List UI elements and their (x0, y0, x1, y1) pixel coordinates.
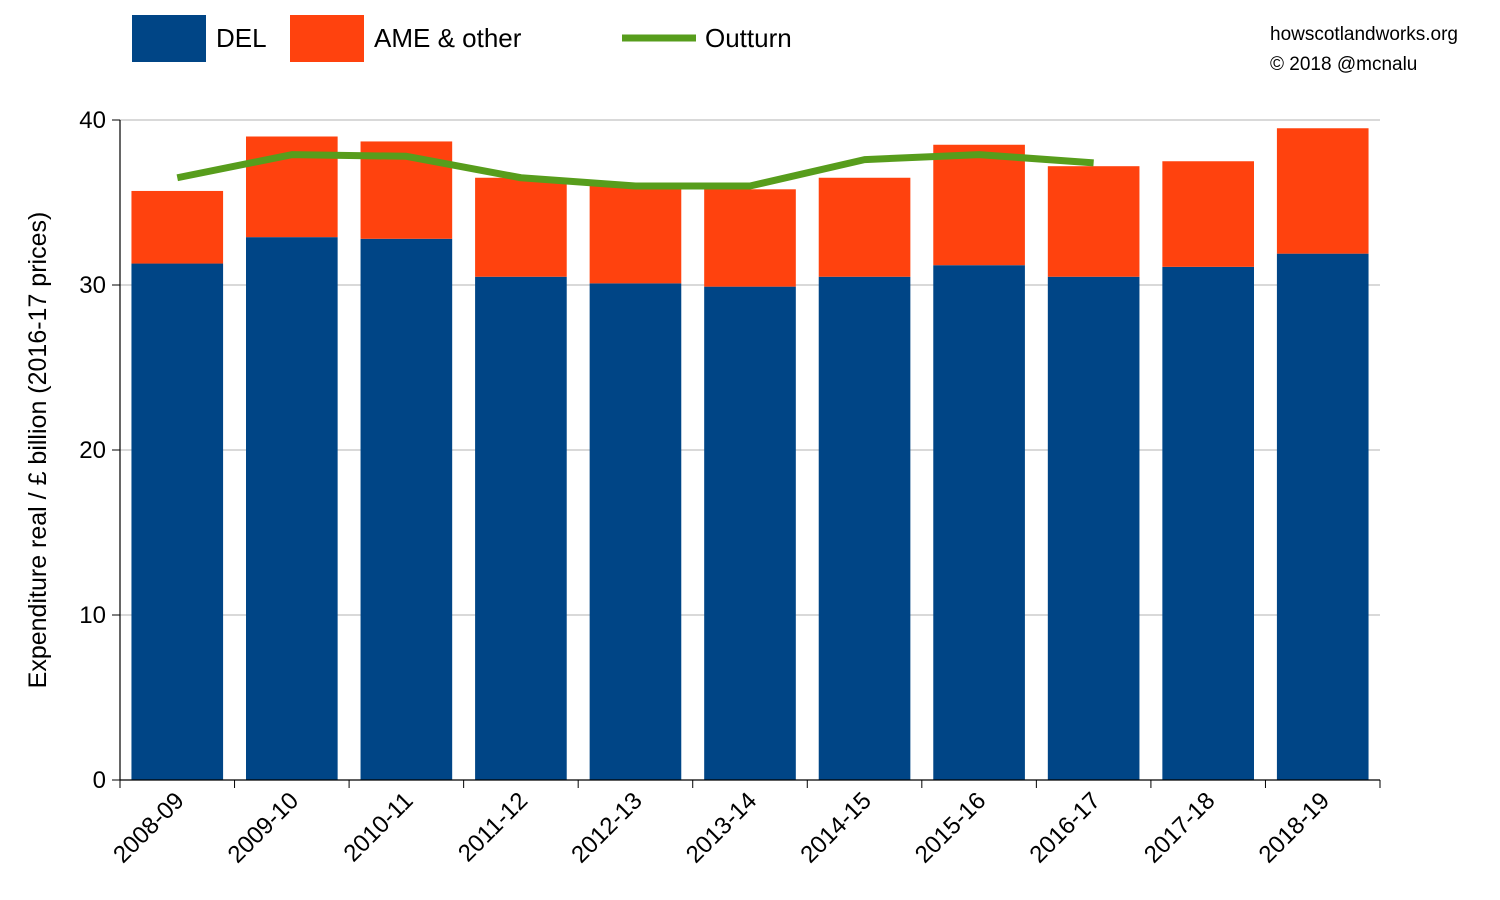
bar-del (589, 283, 682, 780)
bars (131, 128, 1369, 781)
bar-ame-other (131, 190, 224, 264)
y-tick-label: 10 (79, 602, 106, 629)
bar-del (1162, 266, 1254, 781)
legend-swatch-ame (290, 15, 364, 62)
legend-label-ame: AME & other (374, 23, 522, 53)
outturn-line-group (176, 151, 1094, 190)
x-tick-label: 2012-13 (566, 787, 647, 868)
bar-del (360, 238, 453, 781)
bar-del (1047, 276, 1140, 780)
x-tick-label: 2016-17 (1025, 787, 1106, 868)
bar-del (131, 263, 224, 780)
bar-ame-other (1047, 166, 1140, 277)
bar-del (704, 286, 796, 780)
bar-del (475, 276, 567, 780)
y-tick-label: 0 (93, 767, 106, 794)
credit-copyright: © 2018 @mcnalu (1270, 54, 1417, 75)
bar-ame-other (1276, 128, 1369, 254)
y-tick-label: 20 (79, 437, 106, 464)
credit-site: howscotlandworks.org (1270, 24, 1458, 45)
x-tick-label: 2017-18 (1139, 787, 1220, 868)
bar-ame-other (704, 189, 796, 287)
x-tick-label: 2018-19 (1254, 787, 1335, 868)
legend-label-del: DEL (216, 23, 267, 53)
x-tick-label: 2008-09 (108, 787, 189, 868)
bar-ame-other (818, 177, 911, 277)
bar-ame-other (933, 144, 1025, 266)
x-tick-label: 2010-11 (338, 787, 418, 867)
x-tick-label: 2009-10 (223, 787, 304, 868)
bar-ame-other (475, 177, 567, 277)
legend-swatch-del (132, 15, 206, 62)
y-axis-label: Expenditure real / £ billion (2016-17 pr… (24, 212, 52, 689)
y-tick-label: 30 (79, 272, 106, 299)
bar-ame-other (1162, 161, 1254, 267)
y-tick-label: 40 (79, 107, 106, 134)
legend-label-outturn: Outturn (705, 23, 792, 53)
outturn-line (176, 151, 1094, 190)
bar-del (933, 265, 1025, 780)
x-tick-label: 2015-16 (910, 787, 991, 868)
bar-del (1276, 253, 1369, 780)
bar-del (246, 237, 338, 780)
bar-del (818, 276, 911, 780)
x-tick-label: 2011-12 (453, 787, 533, 867)
x-tick-label: 2013-14 (681, 787, 762, 868)
bar-ame-other (589, 184, 682, 284)
legend: DEL AME & other Outturn (132, 15, 792, 62)
x-tick-label: 2014-15 (795, 787, 876, 868)
